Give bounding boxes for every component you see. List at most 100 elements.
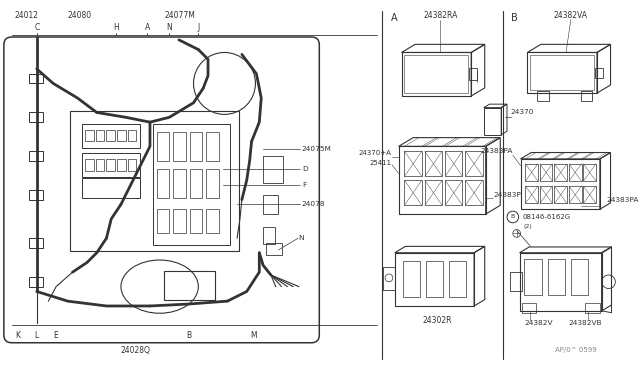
Text: 24302R: 24302R [422,316,452,325]
Text: 24075M: 24075M [302,146,332,152]
Bar [29,190,43,199]
Text: 24382VB: 24382VB [568,320,602,326]
Bar [525,186,538,203]
Text: 24370+A: 24370+A [359,150,392,156]
Bar [29,238,43,248]
Text: B: B [186,330,191,340]
Bar [173,169,186,198]
Bar [266,243,282,255]
Bar [425,151,442,176]
Bar [157,169,170,198]
Text: D: D [302,166,307,171]
Text: 24382V: 24382V [525,320,553,326]
Bar [29,112,43,122]
Bar [29,151,43,161]
Bar [117,130,126,141]
Bar [83,178,140,198]
Text: N: N [298,235,303,241]
Bar [584,186,596,203]
Text: 08146-6162G: 08146-6162G [522,214,571,220]
Bar [83,153,140,177]
Text: F: F [302,182,306,188]
Bar [29,277,43,286]
Bar [537,91,548,101]
Bar [425,180,442,205]
Text: N: N [166,23,172,32]
Bar [586,303,600,313]
Bar [106,159,115,170]
Text: 24383P: 24383P [493,192,522,198]
Bar [469,68,477,80]
Text: A: A [391,13,397,23]
Text: 24382RA: 24382RA [423,11,458,20]
Text: 24012: 24012 [15,11,38,20]
Bar [522,303,536,313]
Bar [584,164,596,181]
Bar [96,159,104,170]
Bar [153,124,230,245]
Text: (2): (2) [524,224,532,229]
Text: AP/0^ 0599: AP/0^ 0599 [555,346,596,353]
Bar [189,132,202,161]
Bar [449,260,467,297]
Bar [426,260,443,297]
Bar [569,186,582,203]
Text: E: E [54,330,58,340]
Text: 24077M: 24077M [164,11,195,20]
Bar [85,159,94,170]
Bar [263,227,275,244]
Bar [571,259,588,295]
Text: 24078: 24078 [302,201,326,207]
Bar [404,55,468,93]
Bar [157,209,170,233]
Bar [569,164,582,181]
Bar [157,132,170,161]
Text: 24383PA: 24383PA [481,148,513,154]
Bar [465,151,483,176]
Bar [96,130,104,141]
Bar [206,132,219,161]
Bar [580,91,592,101]
Bar [548,259,565,295]
Bar [445,180,463,205]
Bar [510,272,522,292]
Bar [465,180,483,205]
Bar [189,209,202,233]
Bar [540,164,552,181]
Bar [263,156,282,183]
Bar [29,74,43,83]
Bar [83,124,140,148]
Bar [263,195,278,214]
Bar [554,164,567,181]
Bar [117,159,126,170]
Bar [189,169,202,198]
Text: 24370: 24370 [511,109,534,115]
Bar [128,130,136,141]
Bar [404,180,422,205]
Text: 24080: 24080 [68,11,92,20]
Bar [530,55,594,90]
Bar [173,209,186,233]
Text: 24028Q: 24028Q [120,346,150,355]
Bar [128,159,136,170]
Text: K: K [15,330,20,340]
Text: B: B [511,13,518,23]
Bar [525,164,538,181]
Text: C: C [34,23,40,32]
Bar [554,186,567,203]
Bar [70,110,239,251]
Bar [164,271,215,300]
Bar [106,130,115,141]
Bar [403,260,420,297]
Text: J: J [197,23,200,32]
Bar [540,186,552,203]
Bar [445,151,463,176]
Bar [206,209,219,233]
Bar [524,259,542,295]
Text: 25411: 25411 [370,160,392,166]
Text: H: H [113,23,119,32]
Bar [173,132,186,161]
Text: 24382VA: 24382VA [554,11,588,20]
Bar [595,68,603,78]
Bar [85,130,94,141]
